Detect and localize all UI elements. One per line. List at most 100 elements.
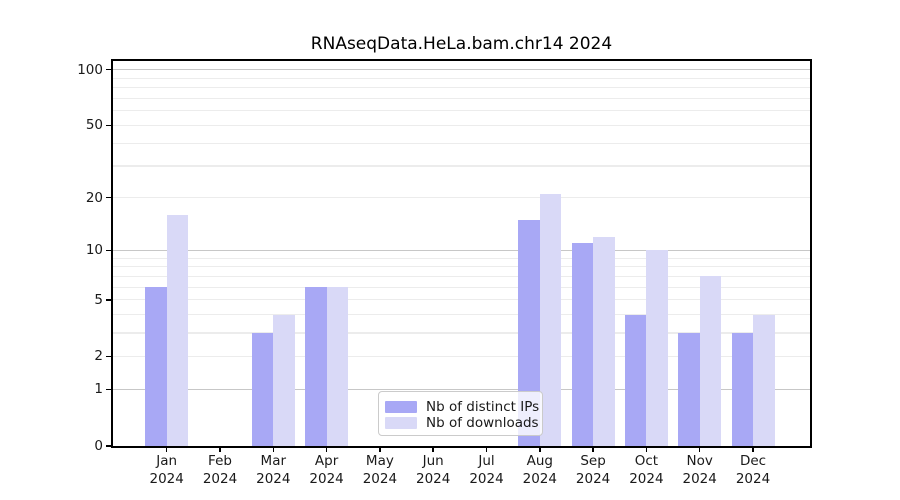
bars-layer xyxy=(113,61,810,446)
y-tick-label: 10 xyxy=(85,242,103,259)
x-tick-year: 2024 xyxy=(149,470,184,487)
y-tick xyxy=(106,124,113,127)
x-tick-label: Oct 2024 xyxy=(611,453,681,488)
gridline-major xyxy=(113,388,810,391)
x-tick-month: Jul xyxy=(478,453,495,469)
legend-swatch-distinct-ips xyxy=(385,401,417,413)
y-tick xyxy=(106,196,113,199)
gridline-major xyxy=(113,249,810,252)
gridline-minor xyxy=(113,286,810,288)
legend-swatch-downloads xyxy=(385,417,417,429)
bar-downloads xyxy=(699,276,722,446)
x-tick-label: Dec 2024 xyxy=(718,453,788,488)
x-tick-year: 2024 xyxy=(682,470,717,487)
x-tick xyxy=(379,446,381,452)
bar-distinct-ips xyxy=(305,287,327,446)
y-tick-label: 50 xyxy=(85,117,103,134)
x-tick-year: 2024 xyxy=(522,470,557,487)
x-tick-year: 2024 xyxy=(629,470,664,487)
bar-downloads xyxy=(539,193,562,446)
x-tick-month: Dec xyxy=(739,453,767,469)
x-tick-label: Apr 2024 xyxy=(292,453,362,488)
x-tick-label: May 2024 xyxy=(345,453,415,488)
gridlines-layer xyxy=(113,61,810,446)
x-tick-month: Mar xyxy=(260,453,287,469)
x-tick-year: 2024 xyxy=(469,470,504,487)
x-tick-month: Nov xyxy=(686,453,713,469)
bar-downloads xyxy=(326,287,349,446)
x-tick-year: 2024 xyxy=(202,470,238,487)
x-tick-year: 2024 xyxy=(309,470,344,487)
bar-downloads xyxy=(646,250,668,446)
y-tick xyxy=(106,445,113,447)
x-tick xyxy=(432,446,434,452)
x-tick-month: Oct xyxy=(634,453,659,469)
gridline-minor xyxy=(113,332,810,334)
x-tick-label: Jul 2024 xyxy=(452,453,522,488)
gridline-minor xyxy=(113,87,810,89)
gridline-minor xyxy=(113,355,810,357)
legend: Nb of distinct IPs Nb of downloads xyxy=(378,391,543,436)
gridline-minor xyxy=(113,314,810,316)
legend-label-distinct-ips: Nb of distinct IPs xyxy=(426,399,540,415)
x-tick-month: Apr xyxy=(314,453,339,469)
x-tick xyxy=(752,446,754,452)
legend-item-distinct-ips: Nb of distinct IPs xyxy=(385,399,539,415)
x-tick-month: May xyxy=(365,453,394,469)
gridline-minor xyxy=(113,124,810,126)
gridline-minor xyxy=(113,257,810,259)
gridline-minor xyxy=(113,197,810,199)
x-tick-year: 2024 xyxy=(362,470,398,487)
x-tick xyxy=(165,446,168,452)
gridline-minor xyxy=(113,266,810,268)
x-tick-label: Jun 2024 xyxy=(398,453,468,488)
gridline-minor xyxy=(113,77,810,79)
x-tick-month: Aug xyxy=(526,453,553,469)
y-tick xyxy=(106,299,113,301)
y-tick-label: 5 xyxy=(94,291,103,308)
y-tick-label: 0 xyxy=(94,438,103,454)
y-tick-label: 100 xyxy=(77,61,103,78)
bar-distinct-ips xyxy=(624,314,647,446)
x-tick xyxy=(539,446,541,452)
y-tick xyxy=(106,388,113,391)
y-tick xyxy=(106,355,113,358)
x-tick xyxy=(592,446,594,452)
x-tick xyxy=(219,446,221,452)
x-tick xyxy=(325,446,328,452)
bar-downloads xyxy=(593,236,615,446)
gridline-minor xyxy=(113,110,810,112)
x-tick-year: 2024 xyxy=(575,470,611,487)
legend-label-downloads: Nb of downloads xyxy=(426,415,539,431)
bar-downloads xyxy=(753,314,775,446)
x-tick-label: Nov 2024 xyxy=(665,453,735,488)
x-tick-month: Jun xyxy=(422,453,444,469)
x-tick-year: 2024 xyxy=(416,470,451,487)
bar-distinct-ips xyxy=(518,219,540,446)
bar-distinct-ips xyxy=(731,332,753,446)
x-tick-month: Jan xyxy=(156,453,178,469)
bar-distinct-ips xyxy=(678,332,700,446)
x-tick-label: Aug 2024 xyxy=(505,453,575,488)
gridline-major xyxy=(113,68,810,71)
bar-downloads xyxy=(166,214,189,446)
x-tick xyxy=(272,446,275,452)
y-tick xyxy=(106,68,113,71)
gridline-minor xyxy=(113,275,810,278)
x-tick-year: 2024 xyxy=(735,470,771,487)
x-tick xyxy=(698,446,701,452)
x-tick-month: Sep xyxy=(580,453,606,469)
gridline-minor xyxy=(113,299,810,301)
plot-area xyxy=(111,59,812,448)
bar-downloads xyxy=(273,314,295,446)
x-tick-label: Mar 2024 xyxy=(238,453,308,488)
gridline-minor xyxy=(113,97,810,99)
bar-distinct-ips xyxy=(145,287,167,446)
y-tick-label: 20 xyxy=(85,189,103,206)
x-tick-label: Sep 2024 xyxy=(558,453,628,488)
chart-title: RNAseqData.HeLa.bam.chr14 2024 xyxy=(310,34,613,54)
x-tick-month: Feb xyxy=(208,453,232,469)
gridline-minor xyxy=(113,165,810,167)
y-tick xyxy=(106,249,113,252)
